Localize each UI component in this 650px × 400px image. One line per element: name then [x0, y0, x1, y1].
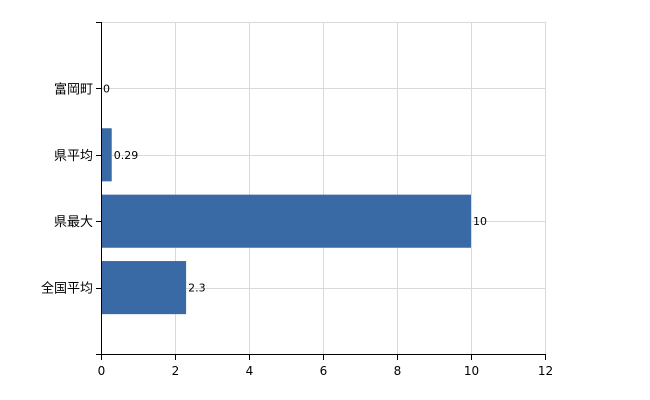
x-tick-label: 2 [172, 364, 180, 378]
label-layer: 0 富岡町 0.29 県平均 10 県最大 2.3 全国平均 0 2 4 6 8 10 12 [41, 81, 553, 378]
y-tick-label: 富岡町 [54, 81, 93, 97]
axis-layer [96, 22, 546, 360]
bar [101, 194, 471, 248]
y-tick-label: 全国平均 [41, 281, 93, 297]
x-tick-label: 0 [98, 364, 106, 378]
data-label: 0 [103, 82, 110, 95]
x-tick-label: 8 [394, 364, 402, 378]
bar [101, 128, 112, 182]
y-tick-label: 県平均 [54, 149, 93, 164]
data-label: 2.3 [188, 282, 206, 295]
bar [101, 261, 187, 315]
data-label: 0.29 [114, 149, 139, 162]
x-tick-label: 4 [246, 364, 254, 378]
x-tick-label: 6 [320, 364, 328, 378]
x-tick-label: 12 [538, 364, 553, 378]
data-label: 10 [473, 215, 487, 228]
bar-layer [101, 128, 471, 315]
x-tick-label: 10 [464, 364, 479, 378]
y-tick-label: 県最大 [54, 215, 93, 230]
